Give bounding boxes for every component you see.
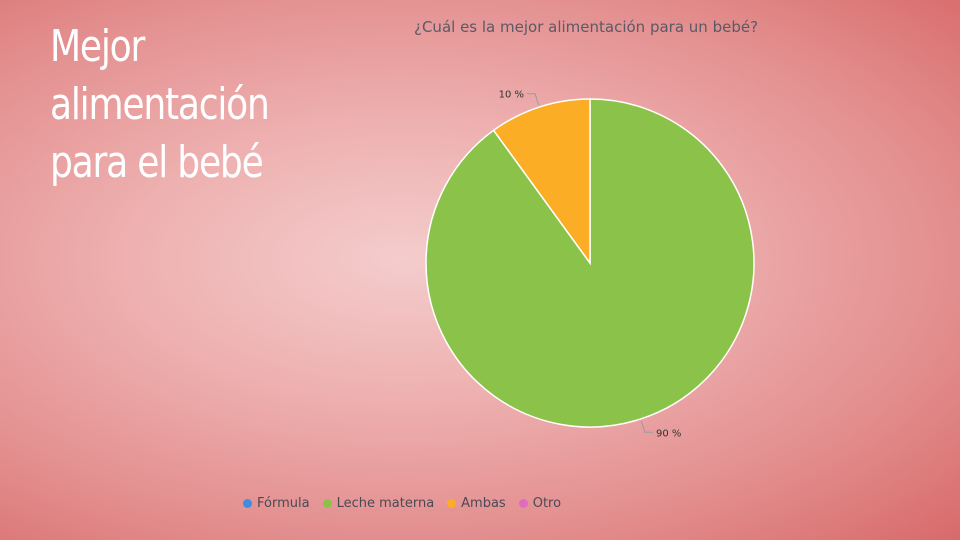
slide-title-line2: para el bebé xyxy=(50,137,264,188)
legend-label-formula: Fórmula xyxy=(257,496,310,511)
slide-title-line1: Mejor alimentación xyxy=(50,21,270,130)
legend-dot-formula xyxy=(243,499,252,508)
legend-dot-otro xyxy=(518,499,528,508)
slide-title: Mejor alimentación para el bebé xyxy=(50,18,345,192)
legend-item-ambas[interactable]: Ambas xyxy=(447,496,506,511)
legend-label-ambas: Ambas xyxy=(461,496,506,511)
legend-dot-ambas xyxy=(447,499,457,508)
pie-slice-ambas[interactable] xyxy=(492,98,591,266)
chart-legend: Fórmula Leche materna Ambas Otro xyxy=(243,496,561,511)
data-label-ambas: 10 % xyxy=(499,90,524,101)
leader-line-leche-materna xyxy=(640,420,654,433)
legend-dot-leche-materna xyxy=(322,499,332,508)
legend-label-otro: Otro xyxy=(532,496,562,511)
chart-title: ¿Cuál es la mejor alimentación para un b… xyxy=(414,18,759,36)
legend-item-leche-materna[interactable]: Leche materna xyxy=(322,496,435,511)
data-label-leche-materna: 90 % xyxy=(656,428,681,439)
legend-label-leche-materna: Leche materna xyxy=(336,496,435,511)
leader-line-ambas xyxy=(526,93,540,106)
legend-item-otro[interactable]: Otro xyxy=(518,496,562,511)
legend-item-formula[interactable]: Fórmula xyxy=(243,496,310,511)
